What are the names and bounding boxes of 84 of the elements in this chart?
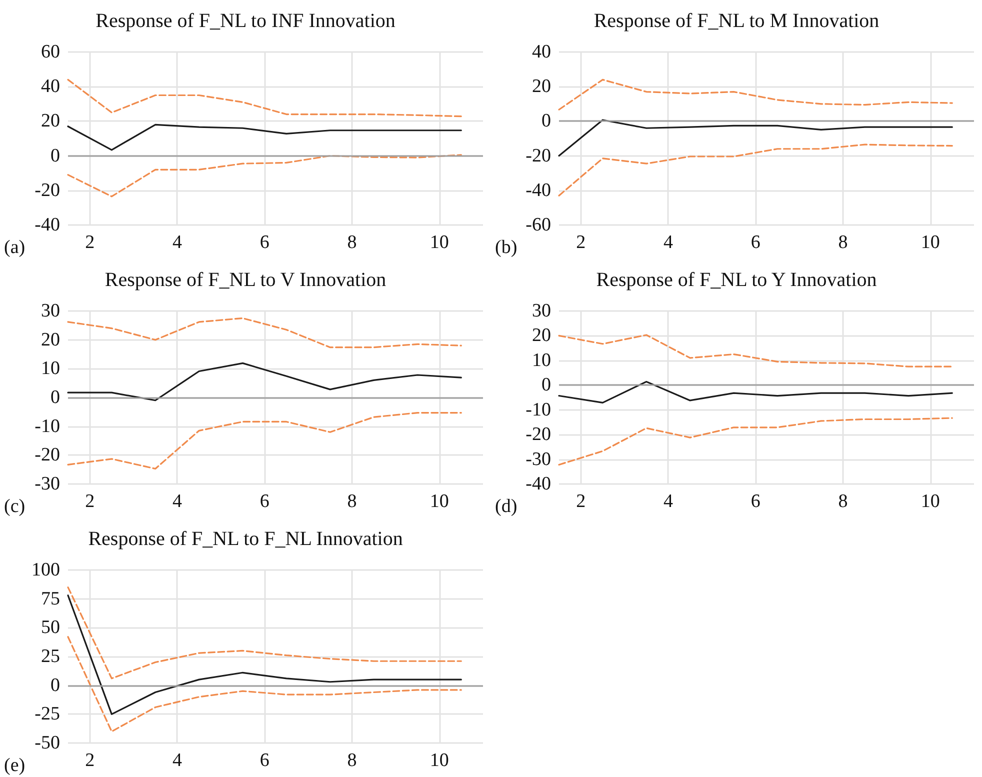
x-tick-label: 2 <box>85 491 95 512</box>
y-tick-label: -10 <box>526 399 551 420</box>
chart-title: Response of F_NL to M Innovation <box>594 10 880 32</box>
y-tick-label: -50 <box>34 732 60 754</box>
y-tick-label: 100 <box>32 560 60 580</box>
y-tick-label: -30 <box>34 474 60 494</box>
line-series <box>558 144 953 196</box>
y-tick-label: -40 <box>526 474 551 494</box>
x-tick-label: 6 <box>260 491 270 512</box>
x-tick-label: 8 <box>838 491 848 512</box>
x-tick-label: 4 <box>172 232 182 253</box>
line-series <box>558 417 953 466</box>
y-tick-label: 0 <box>50 387 60 408</box>
x-tick-label: 10 <box>920 232 940 253</box>
y-tick-label: 60 <box>41 42 60 62</box>
x-tick-label: 2 <box>576 232 586 253</box>
y-tick-label: -20 <box>526 145 551 166</box>
y-tick-label: -40 <box>34 214 60 236</box>
x-tick-label: 10 <box>430 491 449 512</box>
y-tick-label: 50 <box>41 617 60 638</box>
y-tick-label: 20 <box>532 76 551 98</box>
line-series <box>558 78 953 110</box>
y-tick-label: 25 <box>41 646 60 667</box>
chart-title: Response of F_NL to INF Innovation <box>96 10 396 32</box>
line-series <box>67 636 462 732</box>
y-tick-label: 40 <box>532 42 551 62</box>
y-tick-label: 0 <box>542 110 551 132</box>
y-tick-label: 30 <box>41 300 60 322</box>
text: (d) <box>495 496 518 517</box>
line-series <box>67 154 462 198</box>
y-tick-label: 20 <box>41 110 60 132</box>
text: (b) <box>495 237 518 258</box>
line-series <box>67 317 462 348</box>
y-tick-label: 0 <box>50 145 60 166</box>
line-series <box>67 362 462 402</box>
chart-title: Response of F_NL to Y Innovation <box>596 269 877 291</box>
x-tick-label: 8 <box>347 750 357 771</box>
x-tick-label: 4 <box>663 491 674 512</box>
chart-title: Response of F_NL to F_NL Innovation <box>88 528 403 550</box>
line-series <box>67 586 462 680</box>
y-tick-label: 75 <box>41 588 60 610</box>
y-tick-label: 20 <box>41 329 60 350</box>
x-tick-label: 2 <box>85 232 95 253</box>
text: (e) <box>4 755 26 776</box>
x-tick-label: 10 <box>920 491 940 512</box>
x-tick-label: 4 <box>172 491 182 512</box>
y-tick-label: -30 <box>526 448 551 470</box>
y-tick-label: 10 <box>532 350 551 371</box>
line-series <box>558 380 953 404</box>
y-tick-label: -20 <box>34 180 60 201</box>
line-series <box>67 412 462 470</box>
y-tick-label: -25 <box>34 704 60 725</box>
y-tick-label: -20 <box>34 444 60 466</box>
x-tick-label: 8 <box>838 232 848 253</box>
x-tick-label: 4 <box>172 750 182 771</box>
y-tick-label: -10 <box>34 416 60 437</box>
chart-title: Response of F_NL to V Innovation <box>104 269 386 291</box>
x-tick-label: 10 <box>430 750 449 771</box>
line-series <box>67 78 462 118</box>
line-series <box>558 334 953 368</box>
y-tick-label: 30 <box>532 300 551 322</box>
y-tick-label: -60 <box>526 214 551 236</box>
line-series <box>67 124 462 151</box>
y-tick-label: 0 <box>50 674 60 696</box>
y-tick-label: -40 <box>526 180 551 201</box>
y-tick-label: 20 <box>532 325 551 346</box>
x-tick-label: 2 <box>85 750 95 771</box>
x-tick-label: 6 <box>260 750 270 771</box>
y-tick-label: 40 <box>41 76 60 98</box>
line-series <box>67 594 462 715</box>
x-tick-label: 6 <box>750 232 760 253</box>
y-tick-label: 10 <box>41 358 60 380</box>
x-tick-label: 2 <box>576 491 586 512</box>
x-tick-label: 10 <box>430 232 449 253</box>
x-tick-label: 4 <box>663 232 674 253</box>
x-tick-label: 8 <box>347 491 357 512</box>
x-tick-label: 6 <box>260 232 270 253</box>
text: (a) <box>4 237 26 258</box>
y-tick-label: -20 <box>526 424 551 446</box>
y-tick-label: 0 <box>542 374 551 396</box>
text: (c) <box>4 496 26 517</box>
x-tick-label: 8 <box>347 232 357 253</box>
line-series <box>558 119 953 157</box>
x-tick-label: 6 <box>750 491 760 512</box>
